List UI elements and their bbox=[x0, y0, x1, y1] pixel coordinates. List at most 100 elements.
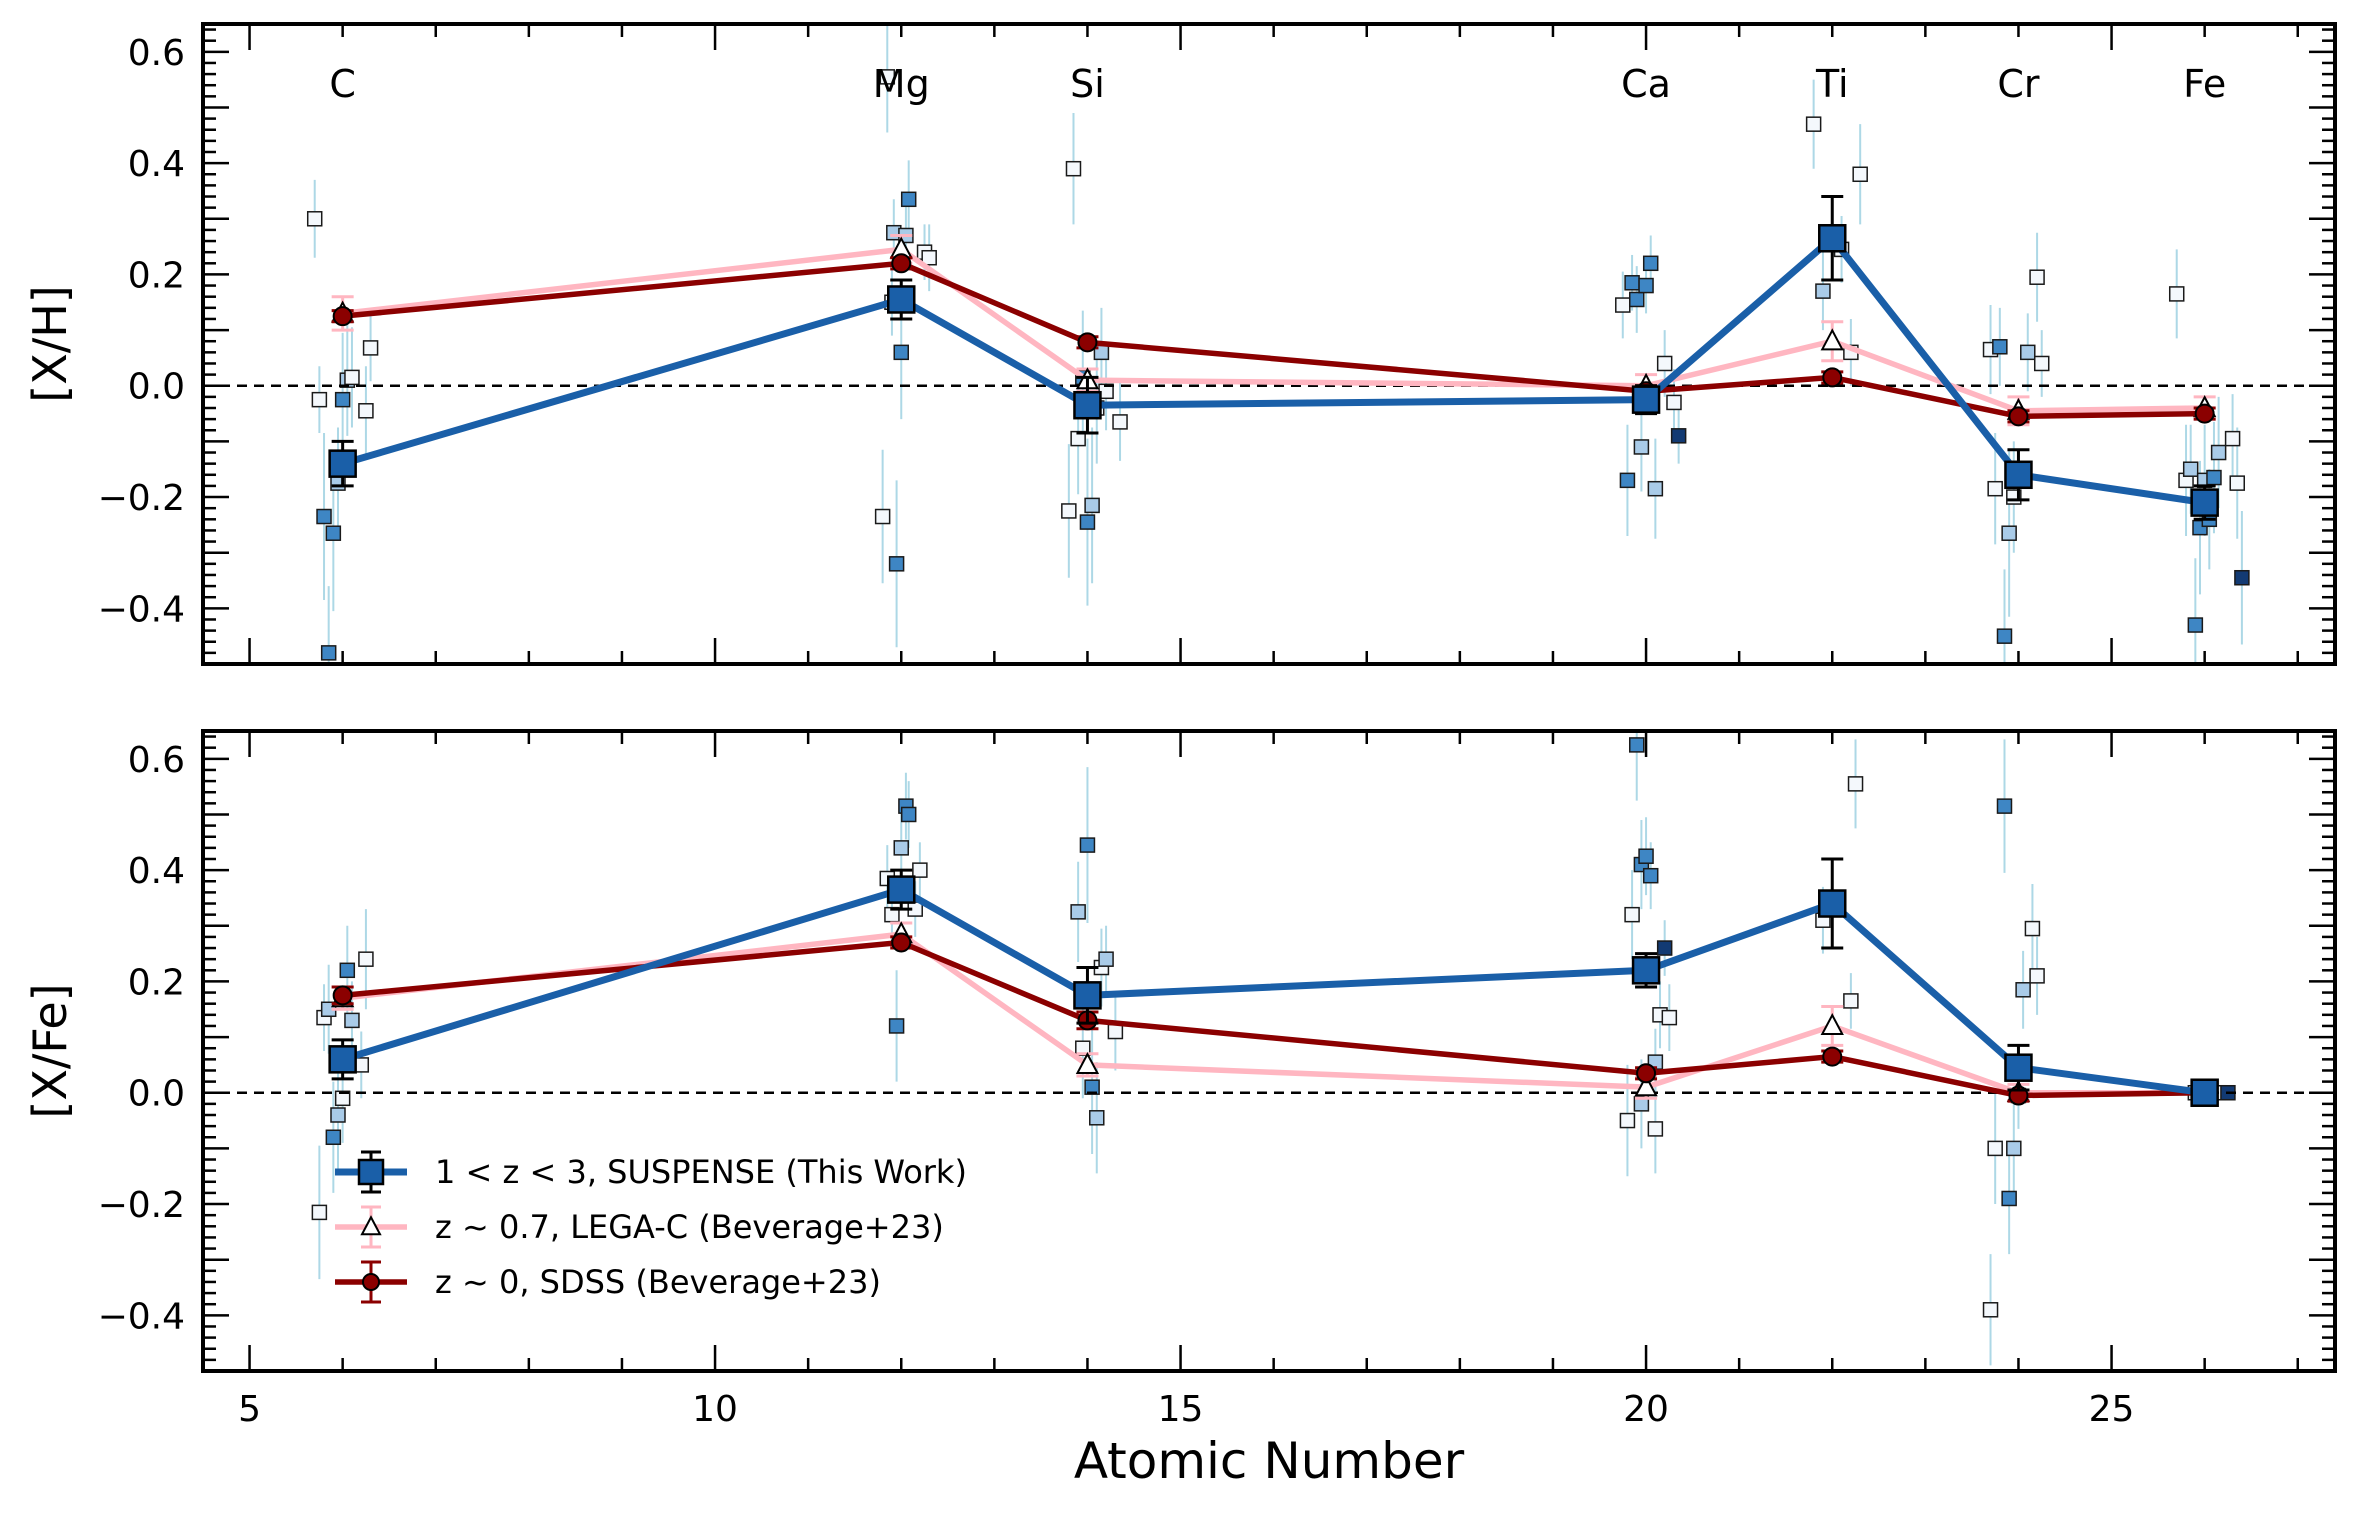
panel-bottom: −0.4 −0.2 0.0 0.2 0.4 0.6 5 10 15 20 25 [X/Fe] Atomi… bbox=[23, 729, 2337, 1490]
series-point bbox=[1073, 981, 1102, 1010]
x-tick-label: 5 bbox=[238, 1389, 261, 1430]
individual-point bbox=[893, 840, 910, 856]
individual-point bbox=[1987, 480, 2003, 497]
individual-point bbox=[2224, 430, 2241, 447]
element-label: Si bbox=[1070, 62, 1105, 106]
individual-point bbox=[1670, 428, 1687, 444]
plot-area bbox=[203, 24, 2335, 664]
individual-point bbox=[2229, 475, 2245, 491]
individual-point bbox=[1633, 439, 1650, 455]
individual-point bbox=[900, 191, 917, 208]
individual-point bbox=[2001, 525, 2017, 541]
individual-point bbox=[1656, 940, 1673, 956]
individual-point bbox=[893, 344, 910, 361]
individual-point bbox=[1852, 166, 1868, 183]
series-point bbox=[2004, 460, 2033, 490]
y-axis-title: [X/H] bbox=[23, 285, 77, 403]
y-axis-title: [X/Fe] bbox=[23, 983, 77, 1118]
series-point bbox=[1075, 1051, 1100, 1075]
series-point bbox=[2190, 1078, 2219, 1107]
x-tick-label: 10 bbox=[692, 1389, 738, 1430]
legend-marker bbox=[360, 1215, 382, 1236]
individual-point bbox=[1815, 283, 1831, 299]
individual-point bbox=[1987, 1140, 2003, 1157]
element-label: Cr bbox=[1997, 62, 2040, 106]
series-point bbox=[2194, 403, 2215, 424]
y-tick-label: −0.4 bbox=[98, 1296, 185, 1337]
individual-point bbox=[2029, 968, 2045, 984]
series-line bbox=[342, 931, 2205, 1096]
x-tick-label: 15 bbox=[1158, 1389, 1204, 1430]
series-point bbox=[1077, 332, 1098, 353]
series-point bbox=[1636, 1063, 1657, 1084]
x-axis-title: Atomic Number bbox=[1074, 1432, 1465, 1490]
individual-point bbox=[1619, 472, 1636, 489]
individual-point bbox=[2168, 286, 2185, 302]
individual-point bbox=[2234, 569, 2250, 586]
individual-point bbox=[320, 645, 337, 661]
individual-point bbox=[1107, 1023, 1124, 1040]
legend-item: z ~ 0.7, LEGA-C (Beverage+23) bbox=[335, 1205, 944, 1249]
legend-label: z ~ 0, SDSS (Beverage+23) bbox=[435, 1263, 881, 1301]
series-point bbox=[1822, 367, 1843, 388]
individual-point bbox=[1642, 867, 1659, 884]
y-tick-label: 0.6 bbox=[128, 740, 185, 781]
legend-item: z ~ 0, SDSS (Beverage+23) bbox=[335, 1260, 881, 1304]
individual-point bbox=[1805, 116, 1822, 132]
individual-point bbox=[879, 69, 896, 85]
individual-point bbox=[325, 525, 342, 541]
series-point bbox=[328, 1045, 357, 1074]
individual-point bbox=[1843, 993, 1859, 1009]
individual-point bbox=[339, 962, 356, 979]
individual-point bbox=[2001, 1190, 2017, 1207]
individual-point bbox=[1624, 275, 1640, 291]
panel-top: −0.4 −0.2 0.0 0.2 0.4 0.6 [X/H] C Mg Si Ca Ti Cr Fe bbox=[23, 22, 2337, 666]
individual-point bbox=[1647, 480, 1664, 497]
individual-point bbox=[2187, 617, 2204, 633]
individual-point bbox=[1084, 497, 1100, 514]
individual-point bbox=[2015, 982, 2031, 998]
series-point bbox=[1631, 385, 1661, 414]
plot-area bbox=[203, 731, 2335, 1366]
individual-point bbox=[912, 862, 928, 878]
individual-point bbox=[1647, 1121, 1664, 1137]
individual-point bbox=[311, 391, 328, 408]
series-line bbox=[341, 234, 2206, 507]
y-tick-label: 0.6 bbox=[128, 33, 185, 74]
y-tick-label: −0.2 bbox=[98, 478, 185, 519]
axis-ticks bbox=[203, 24, 2335, 666]
plot-frame bbox=[201, 729, 2337, 1373]
individual-point bbox=[316, 508, 332, 525]
element-label: Fe bbox=[2183, 62, 2226, 106]
series-point bbox=[1820, 1013, 1844, 1036]
individual-point bbox=[1079, 514, 1096, 530]
individual-point bbox=[900, 806, 917, 823]
individual-point bbox=[1638, 848, 1654, 864]
legend-label: 1 < z < 3, SUSPENSE (This Work) bbox=[435, 1153, 967, 1191]
individual-point bbox=[1089, 1110, 1105, 1126]
individual-point bbox=[1847, 776, 1864, 792]
individual-point bbox=[1642, 255, 1659, 272]
individual-point bbox=[921, 249, 937, 266]
y-tick-label: −0.4 bbox=[98, 589, 185, 630]
individual-point bbox=[888, 1018, 905, 1034]
individual-point bbox=[1065, 160, 1082, 177]
series-line bbox=[342, 260, 2205, 420]
series-line bbox=[341, 886, 2206, 1097]
individual-point bbox=[2006, 1140, 2022, 1157]
element-label: Ti bbox=[1815, 62, 1849, 106]
individual-point bbox=[344, 1012, 360, 1029]
individual-point bbox=[1619, 1112, 1636, 1129]
individual-point bbox=[2206, 469, 2222, 486]
legend-marker bbox=[357, 1158, 385, 1186]
individual-point bbox=[1112, 414, 1128, 430]
individual-point bbox=[358, 403, 374, 419]
series-point bbox=[1634, 1074, 1658, 1097]
x-tick-label: 25 bbox=[2089, 1389, 2135, 1430]
individual-point bbox=[311, 1204, 328, 1221]
series-point bbox=[887, 875, 916, 904]
series-point bbox=[1820, 328, 1844, 351]
y-tick-label: 0.0 bbox=[128, 367, 185, 408]
individual-point bbox=[888, 556, 905, 572]
